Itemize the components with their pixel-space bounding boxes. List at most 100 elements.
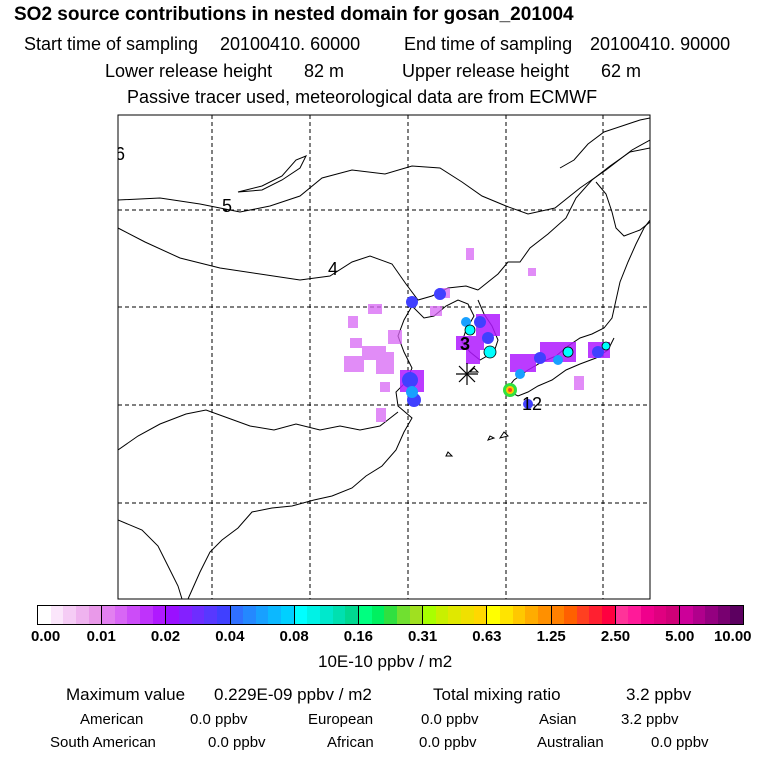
- upper-height-value: 62 m: [601, 61, 642, 81]
- colorbar-swatch: [717, 606, 731, 624]
- colorbar-swatch: [320, 606, 333, 624]
- colorbar-segment: [423, 606, 488, 624]
- colorbar-swatch: [396, 606, 410, 624]
- colorbar: [37, 605, 744, 625]
- colorbar-swatch: [666, 606, 679, 624]
- day-label-12: 12: [522, 394, 542, 414]
- colorbar-segment: [487, 606, 552, 624]
- colorbar-unit: 10E-10 ppbv / m2: [318, 652, 453, 671]
- colorbar-swatch: [409, 606, 423, 624]
- colorbar-swatch: [281, 606, 294, 624]
- colorbar-segment: [679, 606, 744, 624]
- lat-lon-grid: [118, 115, 650, 599]
- total-mixing-value: 3.2 ppbv: [626, 685, 692, 704]
- region-value-australian: 0.0 ppbv: [651, 734, 709, 751]
- colorbar-swatch: [653, 606, 667, 624]
- colorbar-swatch: [179, 606, 192, 624]
- start-time-value: 20100410. 60000: [220, 34, 361, 54]
- colorbar-swatch: [307, 606, 321, 624]
- start-time-label: Start time of sampling: [24, 34, 199, 54]
- colorbar-swatch: [435, 606, 449, 624]
- colorbar-swatch: [705, 606, 718, 624]
- end-time-label: End time of sampling: [404, 34, 573, 54]
- colorbar-swatch: [114, 606, 128, 624]
- colorbar-segment: [230, 606, 295, 624]
- colorbar-swatch: [615, 606, 629, 624]
- max-value-label: Maximum value: [66, 685, 186, 704]
- colorbar-tick-label: 0.00: [31, 628, 61, 645]
- region-value-american: 0.0 ppbv: [190, 711, 248, 728]
- colorbar-swatch: [243, 606, 256, 624]
- region-name-african: African: [327, 734, 374, 751]
- colorbar-segment: [615, 606, 680, 624]
- map-frame: [117, 114, 651, 600]
- lower-height-label: Lower release height: [105, 61, 273, 81]
- colorbar-swatch: [75, 606, 89, 624]
- region-value-asian: 3.2 ppbv: [621, 711, 679, 728]
- colorbar-swatch: [255, 606, 269, 624]
- lower-height-value: 82 m: [304, 61, 345, 81]
- colorbar-swatch: [448, 606, 462, 624]
- colorbar-swatch: [268, 606, 282, 624]
- day-label-5: 5: [222, 196, 232, 216]
- region-value-african: 0.0 ppbv: [419, 734, 477, 751]
- colorbar-tick-label: 2.50: [600, 628, 631, 645]
- colorbar-swatch: [589, 606, 603, 624]
- colorbar-tick-label: 5.00: [665, 628, 695, 645]
- colorbar-swatch: [423, 606, 436, 624]
- colorbar-tick-label: 0.02: [150, 628, 181, 645]
- colorbar-swatch: [730, 606, 744, 624]
- so2-contribution-field: [344, 248, 611, 422]
- upper-height-label: Upper release height: [402, 61, 570, 81]
- colorbar-swatch: [640, 606, 654, 624]
- total-mixing-label: Total mixing ratio: [433, 685, 561, 704]
- colorbar-swatch: [63, 606, 76, 624]
- colorbar-swatch: [127, 606, 141, 624]
- colorbar-swatch: [525, 606, 538, 624]
- colorbar-segment: [102, 606, 167, 624]
- colorbar-swatch: [50, 606, 64, 624]
- day-label-4: 4: [328, 259, 338, 279]
- colorbar-swatch: [602, 606, 615, 624]
- colorbar-swatch: [216, 606, 230, 624]
- colorbar-swatch: [499, 606, 513, 624]
- colorbar-swatch: [345, 606, 358, 624]
- colorbar-tick-label: 1.25: [536, 628, 566, 645]
- colorbar-swatch: [384, 606, 397, 624]
- colorbar-swatch: [537, 606, 551, 624]
- colorbar-swatch: [461, 606, 474, 624]
- tracer-note: Passive tracer used, meteorological data…: [127, 87, 598, 107]
- hotspot-core: [508, 388, 512, 392]
- colorbar-swatch: [152, 606, 166, 624]
- figure-title: SO2 source contributions in nested domai…: [14, 4, 574, 25]
- colorbar-swatch: [564, 606, 577, 624]
- colorbar-tick-label: 0.63: [472, 628, 502, 645]
- max-value: 0.229E-09 ppbv / m2: [214, 685, 372, 704]
- region-name-american: American: [80, 711, 144, 728]
- colorbar-swatch: [358, 606, 372, 624]
- region-value-european: 0.0 ppbv: [421, 711, 479, 728]
- colorbar-swatch: [371, 606, 385, 624]
- region-value-south-american: 0.0 ppbv: [208, 734, 266, 751]
- day-label-6: 6: [115, 144, 125, 164]
- day-label-3: 3: [460, 334, 470, 354]
- colorbar-segment: [358, 606, 424, 624]
- end-time-value: 20100410. 90000: [590, 34, 731, 54]
- colorbar-segment: [38, 606, 103, 624]
- colorbar-swatch: [38, 606, 51, 624]
- colorbar-swatch: [332, 606, 346, 624]
- colorbar-swatch: [294, 606, 308, 624]
- colorbar-tick-label: 0.01: [86, 628, 116, 645]
- colorbar-swatch: [692, 606, 706, 624]
- colorbar-swatch: [551, 606, 565, 624]
- region-name-south-american: South American: [50, 734, 156, 751]
- region-name-european: European: [308, 711, 374, 728]
- colorbar-swatch: [140, 606, 153, 624]
- colorbar-swatch: [230, 606, 244, 624]
- colorbar-segment: [294, 606, 359, 624]
- colorbar-swatch: [166, 606, 180, 624]
- colorbar-swatch: [473, 606, 487, 624]
- colorbar-swatch: [88, 606, 102, 624]
- receptor-asterisk-icon: [456, 363, 478, 385]
